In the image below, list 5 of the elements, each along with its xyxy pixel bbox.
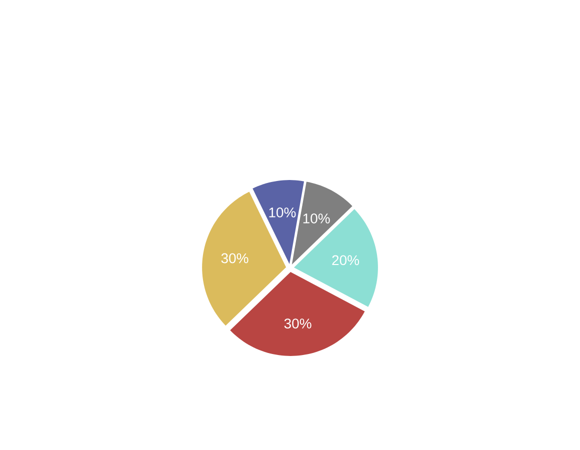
data-label: 10% — [303, 214, 330, 224]
data-label: 20% — [332, 255, 360, 266]
data-label: 30% — [221, 253, 248, 264]
data-label: 30% — [284, 318, 312, 328]
data-label: 10% — [269, 208, 296, 218]
